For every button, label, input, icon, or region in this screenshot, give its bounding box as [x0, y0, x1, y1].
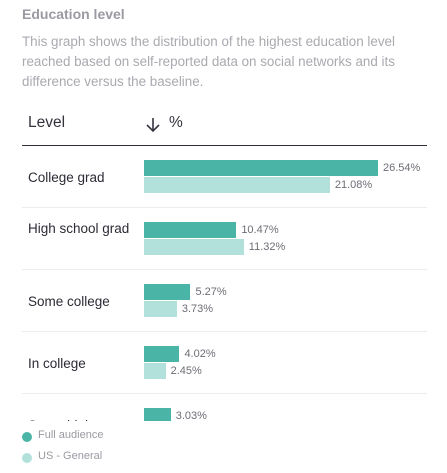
table-row: In college 4.02% 2.45%: [22, 332, 427, 394]
bar-full-audience[interactable]: [144, 222, 237, 238]
legend-label-full-audience: Full audience: [38, 429, 104, 441]
row-label: Some high: [28, 415, 136, 421]
bar-full-audience[interactable]: [144, 284, 191, 300]
bar-chart: College grad 26.54% 21.08% High school grad…: [22, 146, 427, 421]
bar-us-general[interactable]: [144, 363, 166, 379]
table-row: Some college 5.27% 3.73%: [22, 270, 427, 332]
value-label-us-general: 2.45%: [170, 365, 202, 377]
value-label-us-general: 3.73%: [181, 303, 214, 315]
value-label-full-audience: 3.03%: [175, 410, 207, 421]
column-header-percent[interactable]: %: [169, 114, 183, 131]
bar-full-audience[interactable]: [144, 160, 378, 176]
table-row: High school grad 10.47% 11.32%: [22, 208, 427, 270]
legend-swatch-us-general: [22, 453, 32, 463]
table-row: College grad 26.54% 21.08%: [22, 146, 427, 208]
arrow-down-icon[interactable]: [144, 116, 162, 134]
legend-swatch-full-audience: [22, 432, 32, 442]
column-header-level[interactable]: Level: [28, 114, 66, 131]
value-label-us-general: 21.08%: [334, 179, 373, 191]
table-header: Level %: [28, 114, 422, 144]
description: This graph shows the distribution of the…: [22, 34, 395, 89]
value-label-us-general: 11.32%: [248, 241, 286, 253]
row-label: College grad: [28, 170, 105, 185]
table-row: Some high 3.03%: [22, 394, 427, 421]
value-label-full-audience: 26.54%: [383, 162, 421, 174]
bar-full-audience[interactable]: [144, 346, 180, 362]
value-label-full-audience: 10.47%: [241, 224, 279, 236]
row-label: High school grad: [28, 221, 130, 236]
bar-us-general[interactable]: [144, 239, 244, 255]
row-label: Some college: [28, 294, 110, 309]
bar-full-audience[interactable]: [144, 408, 171, 421]
value-label-full-audience: 5.27%: [195, 286, 227, 298]
bar-us-general[interactable]: [144, 177, 330, 193]
bar-us-general[interactable]: [144, 301, 177, 317]
legend-label-us-general: US - General: [38, 450, 103, 462]
header-title: Education level: [22, 6, 125, 22]
value-label-full-audience: 4.02%: [184, 348, 216, 360]
row-label: In college: [28, 356, 86, 371]
header-divider: [22, 145, 427, 146]
